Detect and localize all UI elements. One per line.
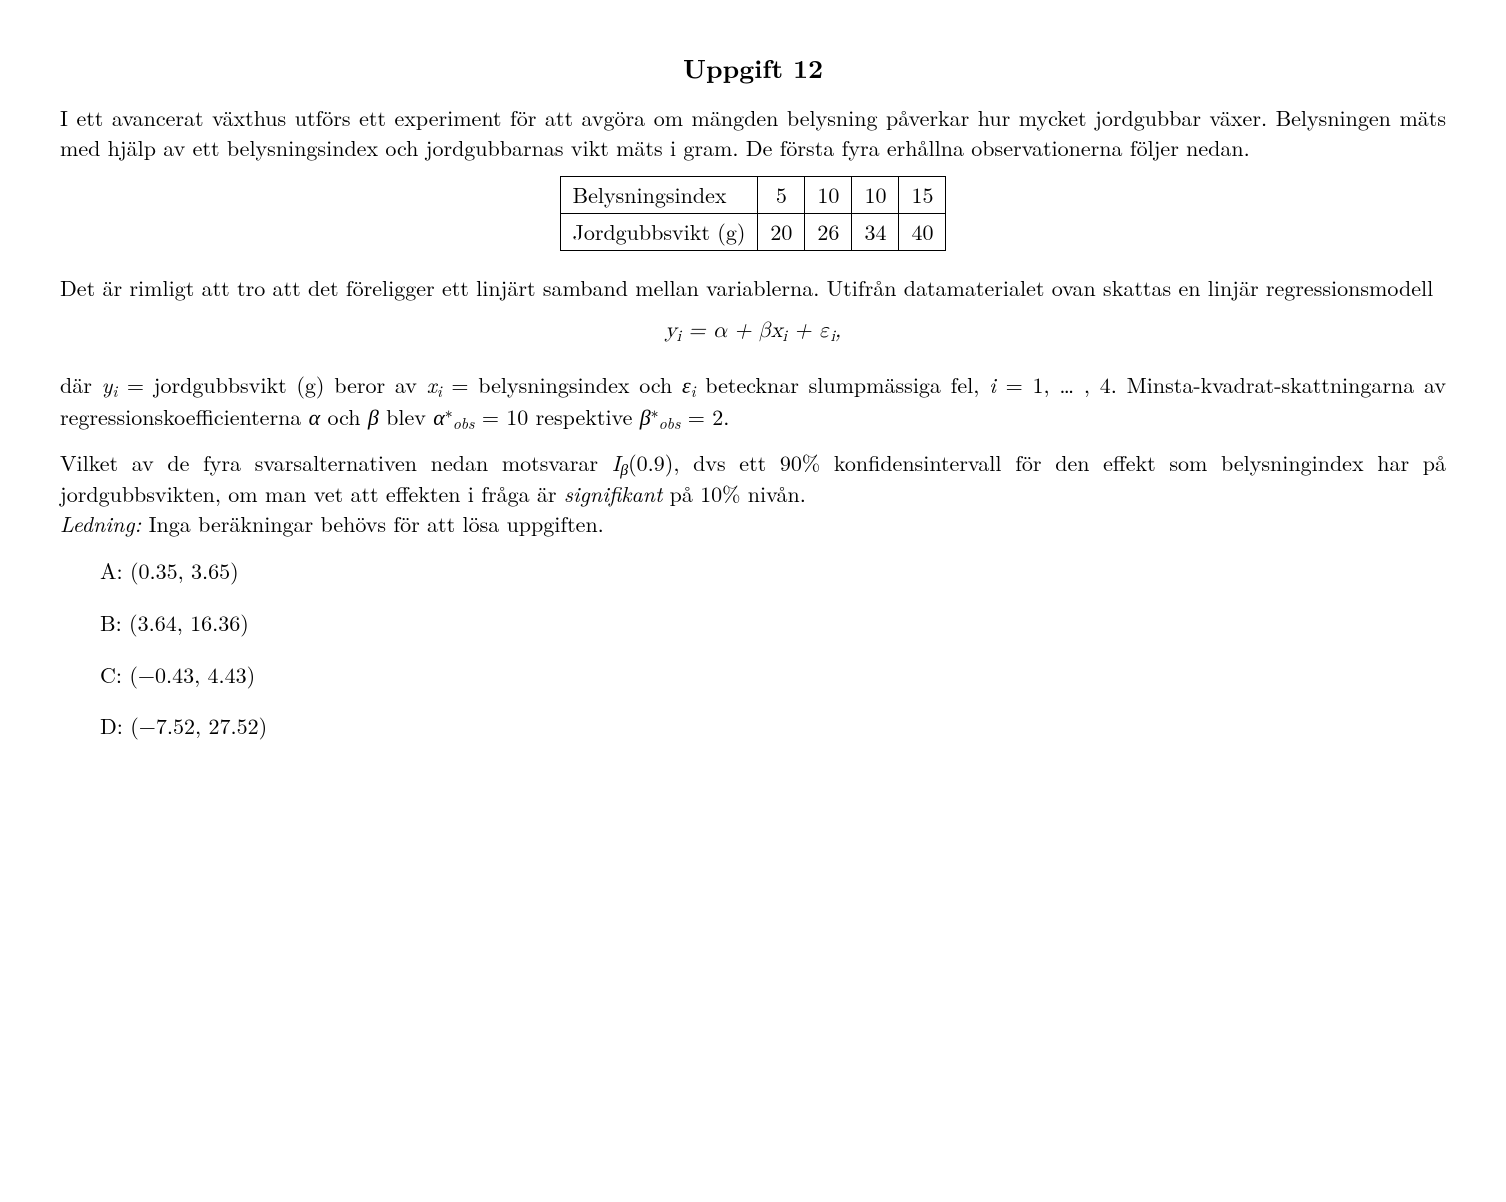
question-paragraph: Vilket av de fyra svarsalternativen neda… [60, 448, 1446, 539]
problem-title: Uppgift 12 [60, 50, 1446, 85]
definitions-paragraph: där yi = jordgubbsvikt (g) beror av xi =… [60, 370, 1446, 434]
answer-option-d: D: (−7.52, 27.52) [100, 711, 1446, 741]
model-paragraph: Det är rimligt att tro att det föreligge… [60, 273, 1446, 303]
cell: 40 [899, 214, 946, 251]
cell: 20 [758, 214, 805, 251]
regression-equation: yi = α + βxi + εi, [60, 317, 1446, 348]
intro-paragraph: I ett avancerat växthus utförs ett exper… [60, 103, 1446, 162]
row-label: Belysningsindex [560, 177, 758, 214]
cell: 10 [852, 177, 899, 214]
answer-option-c: C: (−0.43, 4.43) [100, 660, 1446, 690]
answer-options: A: (0.35, 3.65) B: (3.64, 16.36) C: (−0.… [100, 556, 1446, 741]
answer-option-b: B: (3.64, 16.36) [100, 608, 1446, 638]
data-table-wrap: Belysningsindex 5 10 10 15 Jordgubbsvikt… [60, 176, 1446, 250]
cell: 10 [805, 177, 852, 214]
cell: 26 [805, 214, 852, 251]
answer-option-a: A: (0.35, 3.65) [100, 556, 1446, 586]
hint-text: Inga beräkningar behövs för att lösa upp… [141, 508, 604, 539]
table-row: Belysningsindex 5 10 10 15 [560, 177, 946, 214]
data-table: Belysningsindex 5 10 10 15 Jordgubbsvikt… [560, 176, 947, 250]
row-label: Jordgubbsvikt (g) [560, 214, 758, 251]
cell: 15 [899, 177, 946, 214]
hint-label: Ledning: [60, 508, 141, 539]
table-row: Jordgubbsvikt (g) 20 26 34 40 [560, 214, 946, 251]
cell: 5 [758, 177, 805, 214]
cell: 34 [852, 214, 899, 251]
